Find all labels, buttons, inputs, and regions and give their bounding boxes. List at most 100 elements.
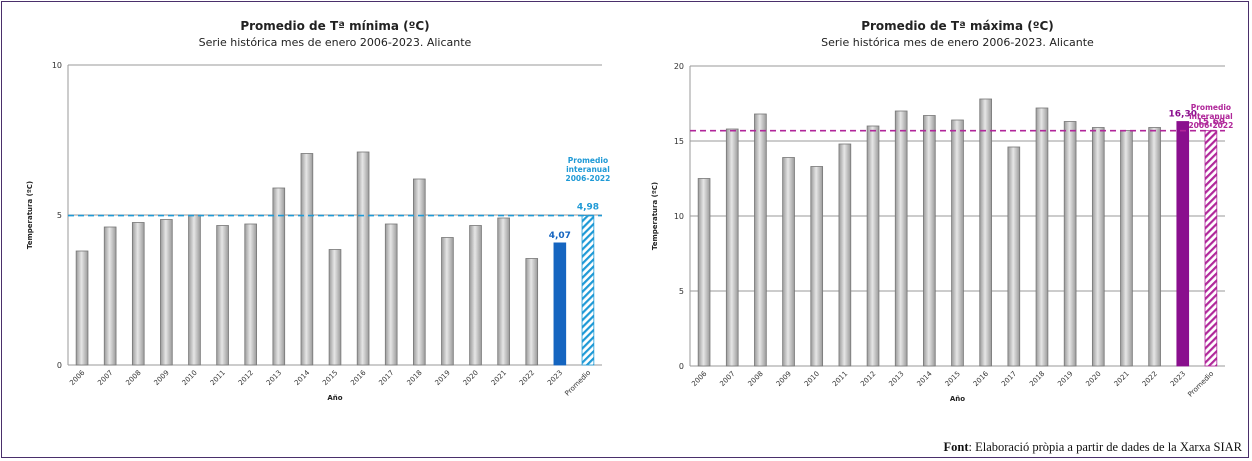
x-tick-label: 2008 — [124, 369, 142, 387]
bar — [923, 115, 936, 367]
y-axis-label: Temperatura (ºC) — [26, 181, 34, 249]
x-tick-label: 2017 — [1000, 370, 1018, 388]
x-tick-label: 2013 — [265, 369, 283, 387]
bar — [1063, 121, 1077, 367]
source-text: : Elaboració pròpia a partir de dades de… — [968, 440, 1242, 454]
bar — [525, 258, 539, 366]
x-tick-label: 2010 — [803, 370, 821, 388]
x-tick-label: 2021 — [490, 369, 508, 387]
bar — [1007, 146, 1021, 367]
bar — [131, 222, 145, 366]
bar — [328, 249, 342, 366]
y-tick-label: 20 — [674, 62, 684, 71]
x-axis-label: Año — [950, 395, 965, 403]
average-note: interanual — [1189, 112, 1233, 121]
chart-max-temperature: Promedio de Tª máxima (ºC) Serie históric… — [651, 19, 1233, 403]
bar — [272, 187, 286, 366]
average-note: Promedio — [568, 156, 608, 165]
x-axis-label: Año — [327, 394, 342, 402]
source-label: Font — [943, 440, 969, 454]
chart-subtitle: Serie histórica mes de enero 2006-2023. … — [821, 36, 1094, 49]
x-tick-label: 2015 — [944, 370, 962, 388]
y-tick-label: 0 — [57, 361, 62, 370]
bar — [216, 225, 229, 366]
bar — [188, 214, 201, 366]
bar — [469, 225, 482, 366]
highlight-value-label: 4,07 — [549, 231, 571, 241]
bar — [1035, 107, 1049, 367]
x-tick-label: 2021 — [1113, 370, 1131, 388]
average-value-label: 15,69 — [1197, 118, 1225, 128]
bar — [979, 98, 992, 367]
x-tick-label: 2022 — [1141, 370, 1159, 388]
bar — [866, 125, 880, 367]
bar — [413, 178, 426, 366]
x-tick-label: 2019 — [434, 369, 452, 387]
x-tick-label: 2018 — [1028, 370, 1046, 388]
x-tick-label: Promedio — [563, 369, 592, 398]
y-tick-label: 5 — [57, 211, 62, 220]
x-tick-label: 2023 — [546, 369, 564, 387]
bar — [1148, 127, 1161, 367]
y-tick-label: 0 — [679, 362, 684, 371]
bar-average — [1204, 130, 1218, 367]
bar — [75, 250, 89, 366]
x-tick-label: 2016 — [349, 368, 368, 387]
bar-highlight — [1176, 121, 1190, 367]
bar — [697, 178, 711, 367]
bar — [725, 128, 739, 367]
bar — [1091, 127, 1105, 367]
x-tick-label: 2007 — [96, 369, 114, 387]
x-tick-label: 2022 — [518, 369, 536, 387]
bar — [356, 151, 370, 366]
x-tick-label: 2006 — [690, 369, 709, 388]
x-tick-label: 2017 — [377, 369, 395, 387]
y-tick-label: 10 — [674, 212, 684, 221]
x-tick-label: 2020 — [1084, 370, 1102, 388]
x-tick-label: 2011 — [209, 369, 227, 387]
bar — [838, 143, 852, 367]
x-tick-label: 2012 — [859, 370, 877, 388]
chart-title: Promedio de Tª máxima (ºC) — [861, 19, 1054, 33]
average-note: 2006-2022 — [1188, 121, 1233, 130]
x-tick-label: 2014 — [293, 368, 312, 387]
chart-title: Promedio de Tª mínima (ºC) — [240, 19, 429, 33]
x-tick-label: 2018 — [405, 369, 423, 387]
x-tick-label: 2010 — [181, 369, 199, 387]
x-tick-label: 2016 — [972, 369, 991, 388]
bar — [894, 110, 908, 367]
x-tick-label: 2020 — [462, 369, 480, 387]
source-note: Font: Elaboració pròpia a partir de dade… — [943, 440, 1242, 455]
x-tick-label: 2009 — [153, 369, 171, 387]
bar — [300, 153, 314, 366]
x-tick-label: 2013 — [887, 370, 905, 388]
bar-highlight — [553, 242, 567, 366]
x-tick-label: 2015 — [321, 369, 339, 387]
x-tick-label: 2019 — [1056, 370, 1074, 388]
average-value-label: 4,98 — [577, 203, 599, 213]
x-tick-label: 2012 — [237, 369, 255, 387]
average-note: 2006-2022 — [566, 174, 611, 183]
y-tick-label: 15 — [674, 137, 684, 146]
bar — [384, 223, 398, 366]
x-tick-label: 2008 — [747, 370, 765, 388]
bar — [810, 166, 824, 367]
bar-average — [581, 215, 595, 366]
x-tick-label: 2006 — [68, 368, 87, 387]
bar — [103, 226, 117, 366]
average-note: interanual — [566, 165, 610, 174]
chart-subtitle: Serie histórica mes de enero 2006-2023. … — [199, 36, 472, 49]
highlight-value-label: 16,30 — [1169, 110, 1197, 120]
bar — [160, 219, 173, 366]
average-note: Promedio — [1191, 103, 1231, 112]
x-tick-label: 2007 — [718, 370, 736, 388]
x-tick-label: 2023 — [1169, 370, 1187, 388]
chart-min-temperature: Promedio de Tª mínima (ºC) Serie históric… — [26, 19, 611, 402]
x-tick-label: 2014 — [915, 369, 934, 388]
x-tick-label: 2009 — [775, 370, 793, 388]
bar — [1120, 130, 1133, 367]
bar — [497, 217, 510, 366]
y-tick-label: 10 — [52, 61, 62, 70]
bar — [441, 237, 454, 366]
